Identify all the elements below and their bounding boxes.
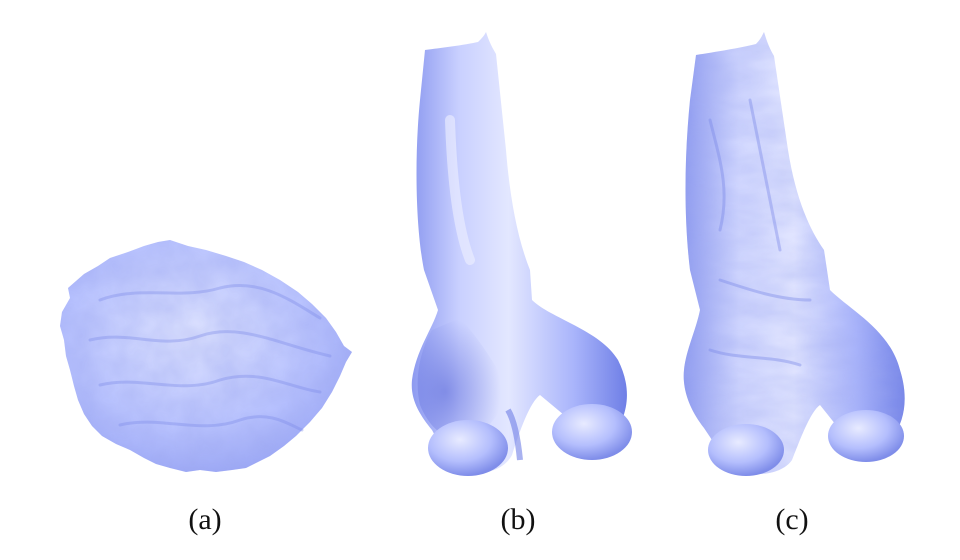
detailed-foot-surface	[683, 32, 905, 476]
toe-right	[552, 404, 632, 460]
toe-left	[428, 420, 508, 476]
smooth-foot-surface	[411, 32, 632, 476]
caption-a: (a)	[188, 503, 222, 536]
toe-right	[828, 410, 904, 462]
caption-b: (b)	[500, 503, 536, 536]
caption-c: (c)	[775, 503, 809, 536]
noisy-patch-surface	[60, 240, 352, 472]
panel-c	[660, 0, 930, 480]
panel-b	[380, 0, 650, 480]
panel-a	[40, 0, 370, 480]
toe-left	[708, 424, 784, 476]
